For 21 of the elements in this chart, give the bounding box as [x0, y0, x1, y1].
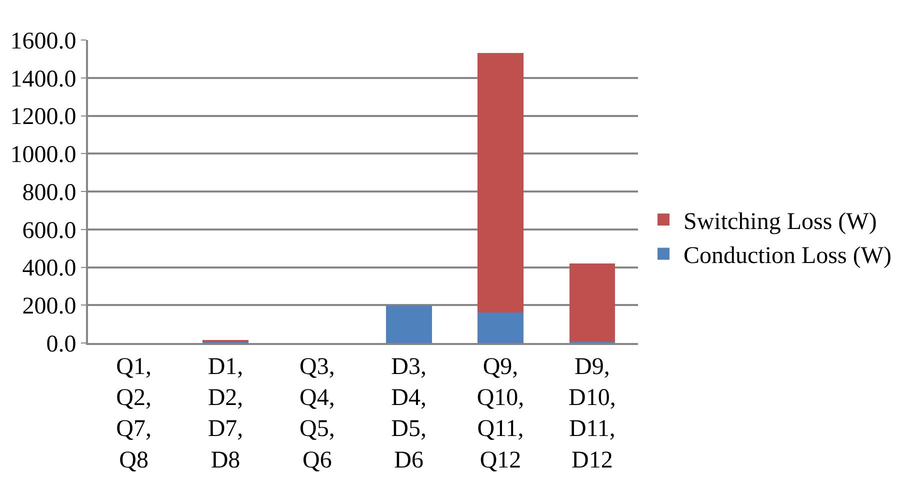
y-tick-label: 1600.0 — [10, 28, 76, 54]
bar — [478, 52, 524, 313]
bar — [478, 312, 524, 343]
x-tick-label: Q1, Q2, Q7, Q8 — [116, 354, 152, 474]
y-tick-label: 1200.0 — [10, 104, 76, 130]
legend-label: Switching Loss (W) — [684, 208, 877, 235]
legend-label: Conduction Loss (W) — [684, 243, 892, 270]
y-tick-label: 1400.0 — [10, 66, 76, 92]
y-tick-label: 400.0 — [22, 256, 76, 282]
x-tick-label: D3, D4, D5, D6 — [391, 354, 426, 474]
x-tick-label: D9, D10, D11, D12 — [568, 354, 616, 474]
y-tick-label: 200.0 — [22, 294, 76, 320]
x-tick-label: D1, D2, D7, D8 — [208, 354, 244, 474]
bar — [569, 264, 616, 342]
y-tick-label: 0.0 — [46, 331, 76, 358]
y-tick-label: 1000.0 — [10, 142, 76, 168]
y-tick-label: 600.0 — [22, 218, 76, 244]
bar — [386, 306, 432, 343]
x-tick-label: Q9, Q10, Q11, Q12 — [476, 354, 524, 474]
y-tick-label: 800.0 — [22, 180, 76, 206]
x-tick-label: Q3, Q4, Q5, Q6 — [300, 354, 335, 474]
